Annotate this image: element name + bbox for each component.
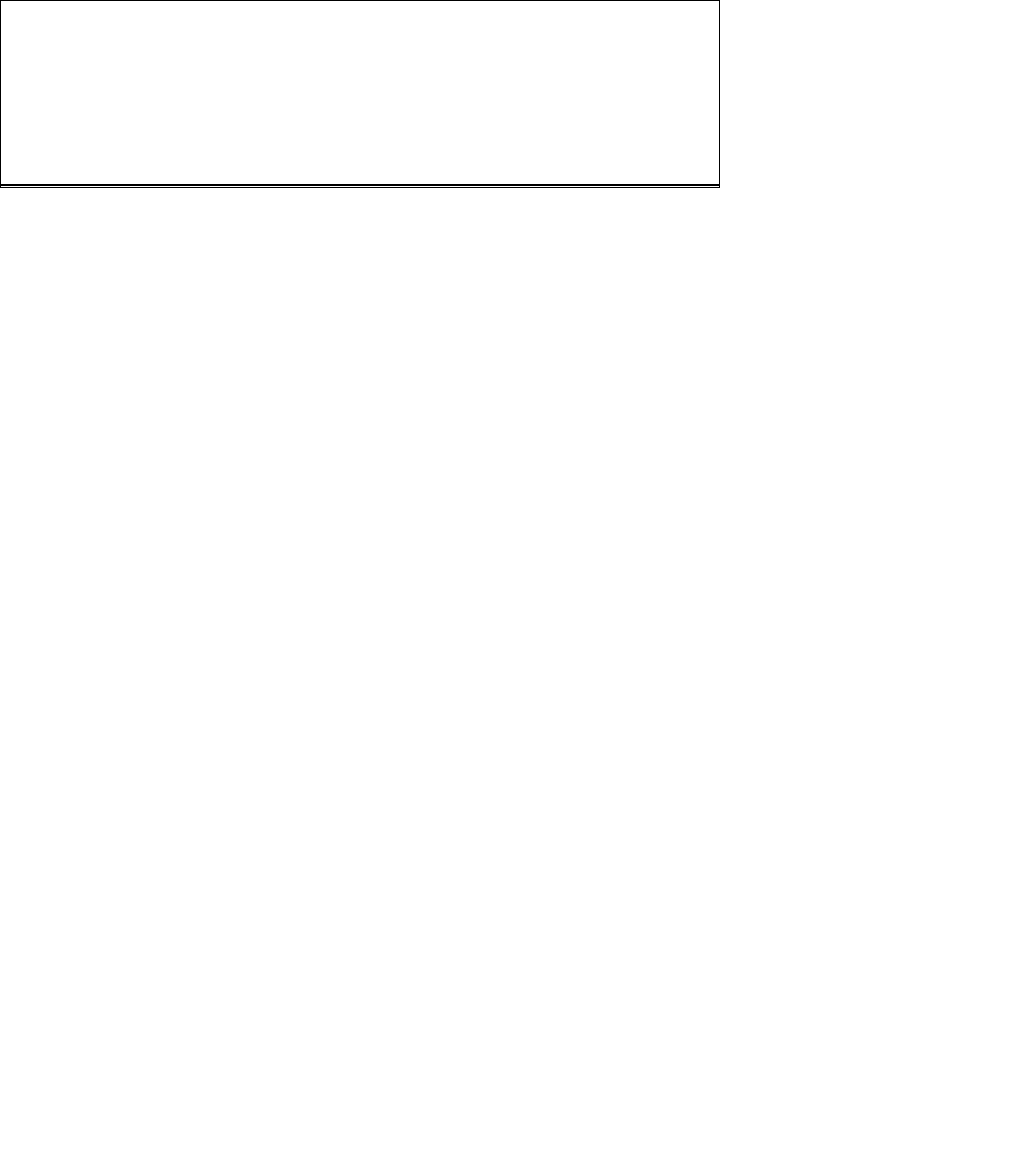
plot-canvas-source-surface-field <box>1 1 719 185</box>
colorbar-source-surface <box>869 880 889 1060</box>
footer-created <box>14 1136 42 1159</box>
colorbar-coronal-holes <box>869 360 889 540</box>
plot-source-surface-field <box>0 0 720 186</box>
colorbar-photospheric <box>869 98 889 280</box>
colorbar-solar-wind <box>869 617 889 800</box>
